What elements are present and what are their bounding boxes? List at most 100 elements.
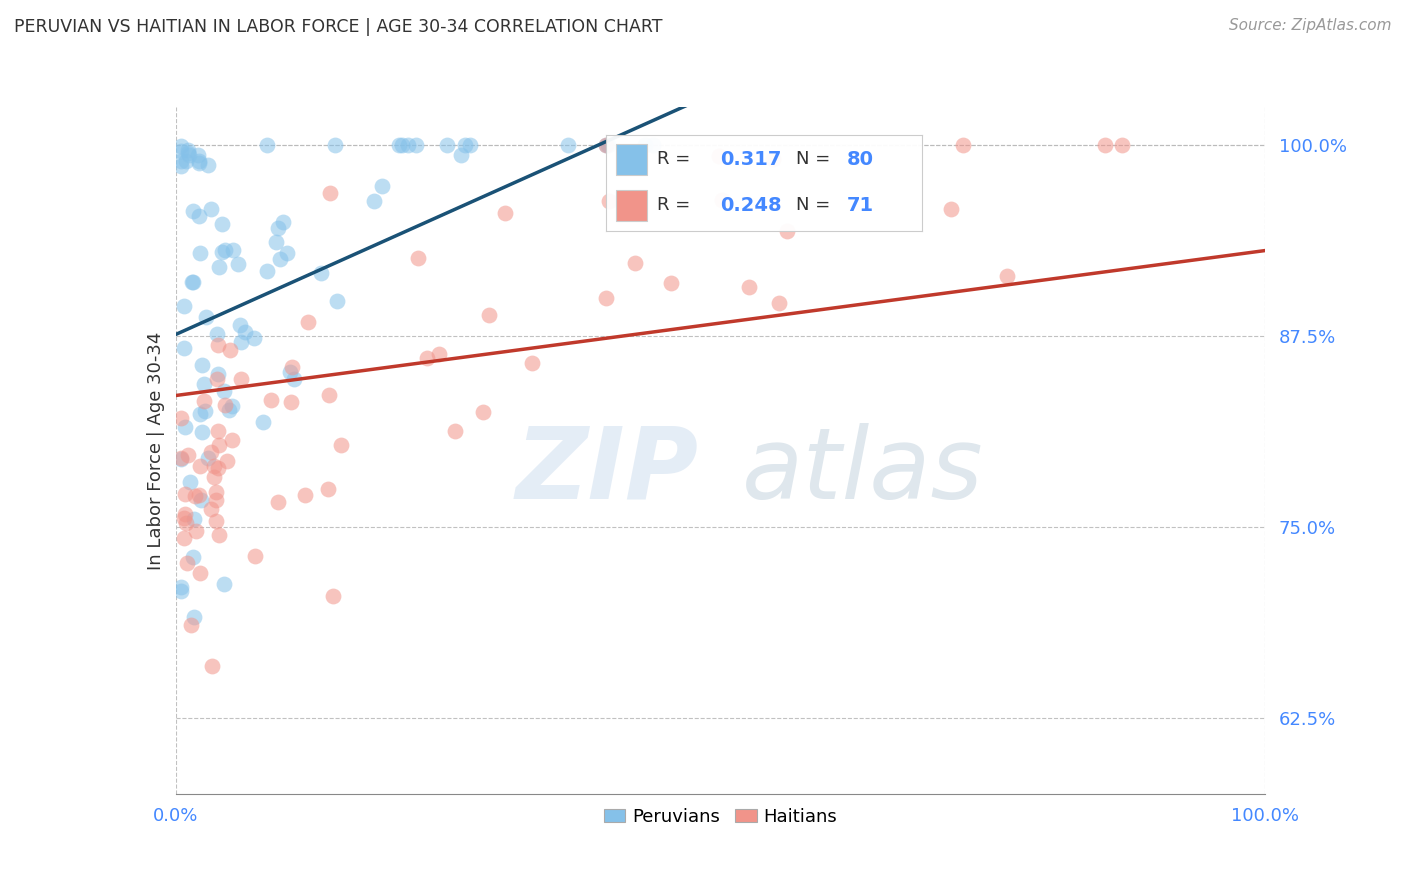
Point — [183, 512, 205, 526]
Point — [190, 458, 212, 473]
Point — [710, 193, 733, 207]
Text: 80: 80 — [846, 150, 873, 169]
Point — [188, 407, 211, 421]
Point — [181, 204, 204, 219]
Point — [214, 244, 236, 258]
Point — [207, 461, 229, 475]
Point — [195, 310, 218, 324]
Point — [187, 156, 209, 170]
Point — [598, 194, 620, 209]
Text: ZIP: ZIP — [516, 423, 699, 519]
Point — [201, 659, 224, 673]
Text: N =: N = — [796, 150, 835, 168]
Point — [229, 318, 252, 332]
Point — [595, 291, 617, 305]
Point — [207, 424, 229, 438]
Point — [520, 356, 543, 370]
Legend: Peruvians, Haitians: Peruvians, Haitians — [596, 800, 845, 833]
Point — [267, 220, 290, 235]
Point — [170, 583, 193, 598]
Point — [219, 343, 242, 357]
Point — [194, 404, 217, 418]
Text: R =: R = — [657, 196, 696, 214]
Point — [205, 492, 228, 507]
Point — [170, 139, 193, 153]
Point — [598, 138, 620, 153]
Text: 0.317: 0.317 — [720, 150, 782, 169]
Point — [323, 138, 346, 153]
Bar — [616, 190, 647, 221]
Point — [170, 450, 193, 465]
Point — [472, 405, 495, 419]
Point — [177, 448, 200, 462]
Point — [200, 202, 222, 216]
Point — [311, 267, 333, 281]
Point — [450, 147, 472, 161]
Point — [398, 138, 420, 153]
Point — [208, 260, 231, 274]
Point — [170, 410, 193, 425]
Point — [233, 325, 256, 339]
Point — [187, 147, 209, 161]
Point — [190, 492, 212, 507]
Point — [416, 351, 439, 365]
Point — [707, 149, 730, 163]
Point — [776, 224, 799, 238]
Point — [329, 438, 352, 452]
Point — [388, 138, 411, 153]
Point — [202, 470, 225, 484]
Point — [193, 377, 215, 392]
Text: N =: N = — [796, 196, 835, 214]
Point — [187, 210, 209, 224]
Point — [436, 138, 458, 153]
Point — [173, 487, 195, 501]
Point — [995, 268, 1018, 283]
Point — [318, 388, 340, 402]
Point — [218, 403, 240, 417]
Point — [193, 393, 215, 408]
Point — [318, 483, 340, 497]
Point — [256, 264, 278, 278]
Point — [205, 485, 228, 500]
Point — [184, 489, 207, 503]
Point — [221, 399, 243, 413]
Point — [260, 393, 283, 408]
Point — [188, 566, 211, 580]
Point — [181, 275, 204, 289]
Point — [176, 556, 198, 570]
Point — [229, 372, 252, 386]
Text: 0.248: 0.248 — [720, 195, 782, 215]
Point — [208, 528, 231, 542]
Point — [173, 299, 195, 313]
Point — [174, 154, 197, 169]
Point — [458, 138, 481, 153]
Point — [207, 372, 229, 386]
Point — [200, 444, 222, 458]
Point — [659, 276, 682, 290]
Point — [406, 252, 429, 266]
Point — [180, 617, 202, 632]
Point — [283, 372, 305, 386]
Point — [281, 360, 304, 375]
Text: R =: R = — [657, 150, 696, 168]
Point — [952, 138, 974, 153]
Point — [319, 186, 342, 200]
Point — [173, 531, 195, 545]
Point — [273, 215, 295, 229]
Point — [170, 452, 193, 467]
Point — [177, 148, 200, 162]
Point — [222, 243, 245, 257]
Point — [186, 524, 208, 539]
Text: Source: ZipAtlas.com: Source: ZipAtlas.com — [1229, 18, 1392, 33]
Point — [427, 347, 450, 361]
Point — [371, 178, 394, 193]
Point — [204, 515, 226, 529]
Point — [243, 549, 266, 563]
Point — [762, 152, 785, 166]
Point — [264, 235, 287, 250]
Point — [280, 395, 302, 409]
Point — [326, 294, 349, 309]
Point — [177, 145, 200, 160]
Point — [170, 159, 193, 173]
Point — [226, 257, 249, 271]
